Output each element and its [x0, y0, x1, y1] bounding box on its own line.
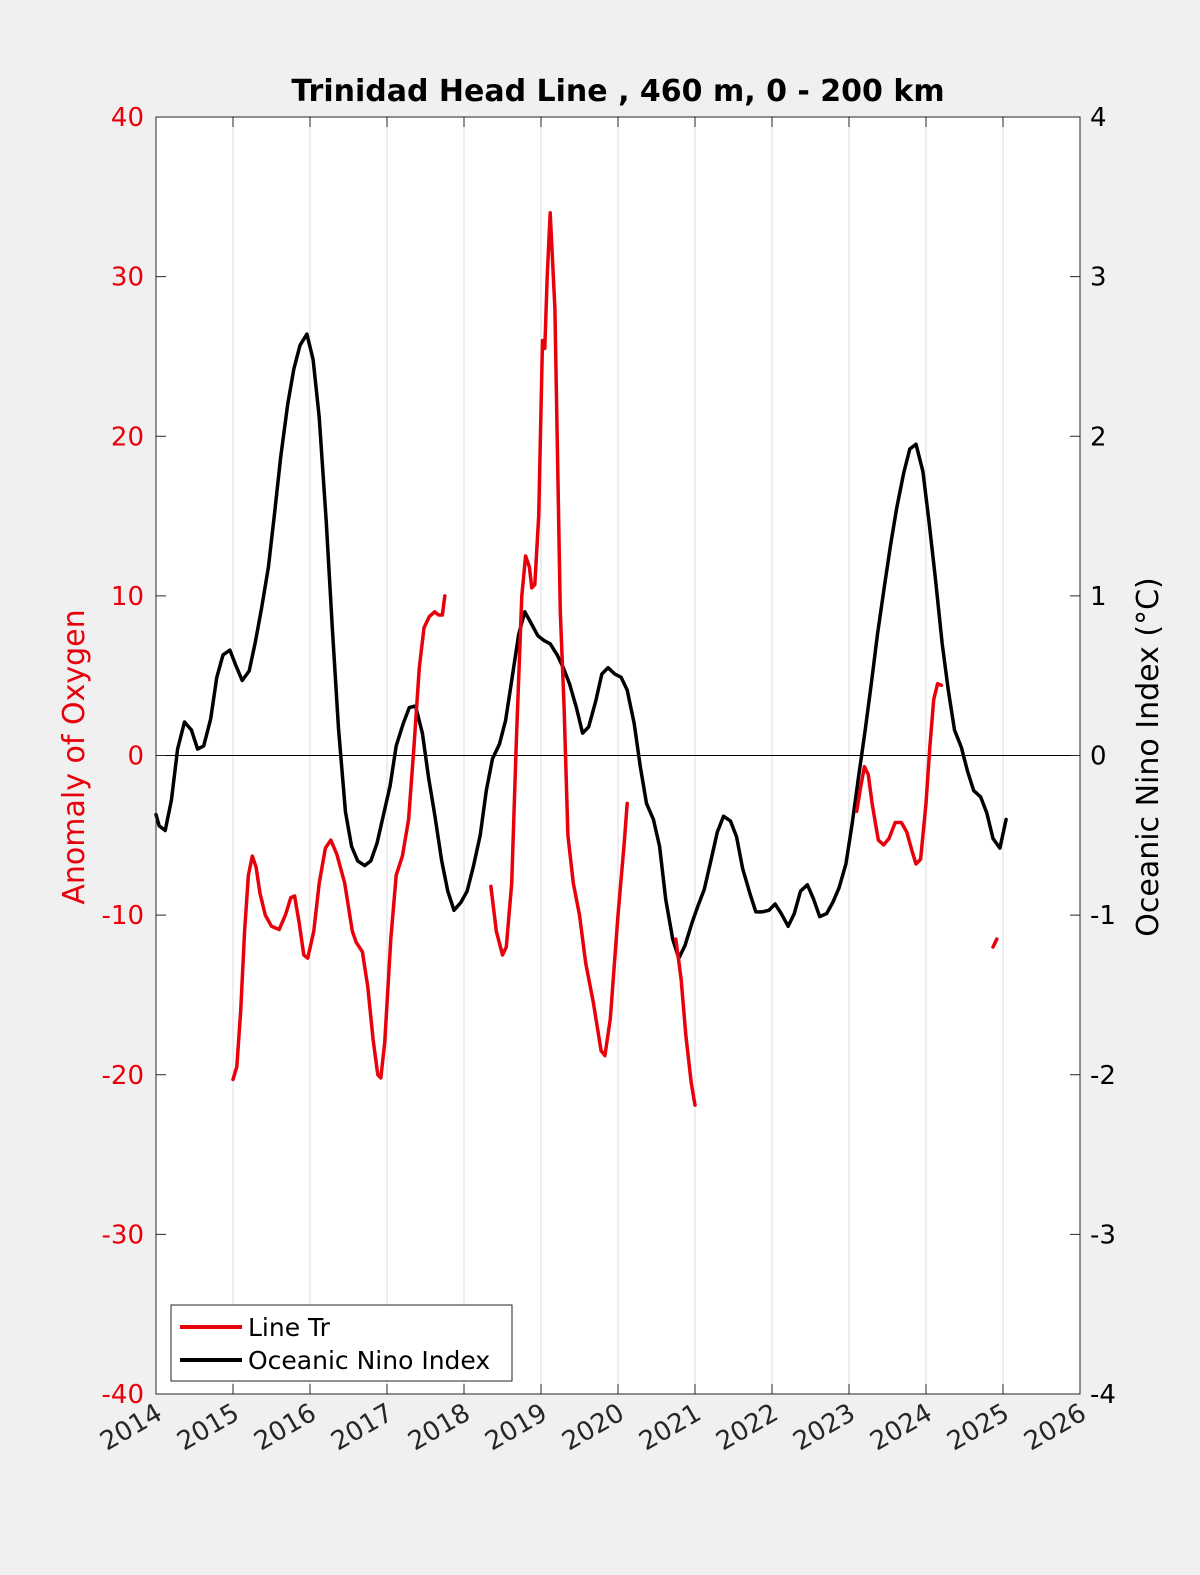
y-right-tick-label: -1 — [1090, 901, 1116, 931]
y-left-tick-label: -30 — [102, 1220, 144, 1250]
y-left-tick-label: -40 — [102, 1380, 144, 1410]
y-left-tick-label: -20 — [102, 1061, 144, 1091]
chart-title: Trinidad Head Line , 460 m, 0 - 200 km — [291, 74, 944, 109]
series-line-oceanic-nino-index — [154, 332, 1008, 960]
y-left-tick-label: 40 — [111, 103, 144, 133]
y-right-tick-label: -4 — [1090, 1380, 1116, 1410]
series-layer — [154, 211, 1008, 1107]
y-left-tick-label: -10 — [102, 901, 144, 931]
y-right-tick-label: -2 — [1090, 1061, 1116, 1091]
legend-label-line-tr: Line Tr — [248, 1313, 331, 1342]
y-left-tick-label: 0 — [127, 742, 144, 772]
y-right-tick-label: 4 — [1090, 103, 1107, 133]
y-left-tick-label: 20 — [111, 422, 144, 452]
y-axis-right-label: Oceanic Nino Index (°C) — [1131, 577, 1166, 937]
y-left-tick-label: 30 — [111, 263, 144, 293]
y-right-tick-label: 2 — [1090, 422, 1107, 452]
y-right-tick-label: 0 — [1090, 742, 1107, 772]
legend-label-oni: Oceanic Nino Index — [248, 1346, 490, 1375]
series-line-line-tr-segment-2 — [489, 211, 629, 1058]
y-right-tick-label: 3 — [1090, 263, 1107, 293]
y-right-tick-label: -3 — [1090, 1220, 1116, 1250]
y-axis-left-label: Anomaly of Oxygen — [57, 609, 92, 904]
y-right-tick-label: 1 — [1090, 582, 1107, 612]
legend-box — [170, 1304, 513, 1382]
series-line-line-tr-segment-1 — [231, 594, 447, 1082]
series-line-line-tr-segment-3 — [674, 937, 697, 1107]
legend: Line Tr Oceanic Nino Index — [170, 1304, 513, 1382]
y-left-tick-label: 10 — [111, 582, 144, 612]
series-line-line-tr-segment-4 — [854, 681, 944, 866]
series-line-line-tr-segment-5 — [991, 937, 999, 949]
